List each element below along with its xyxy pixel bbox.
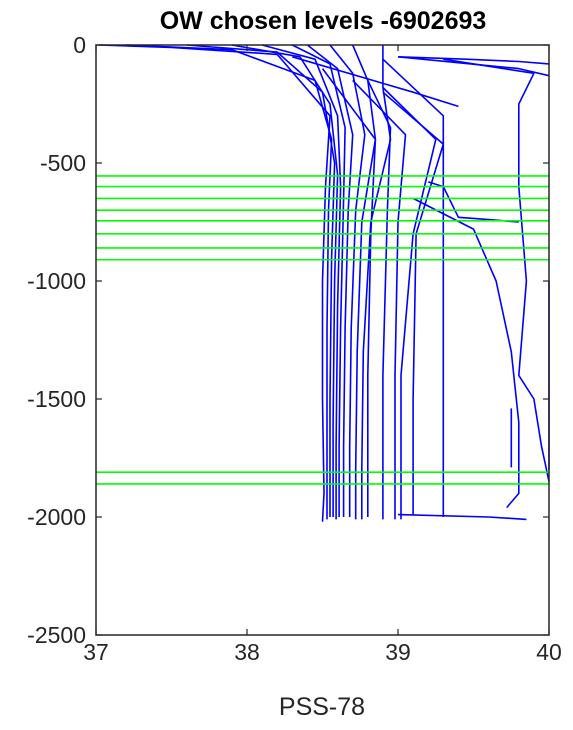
- y-tick-label: 0: [73, 32, 86, 58]
- profile-line-15: [382, 91, 445, 515]
- profile-line-3: [186, 44, 336, 517]
- profile-line-26: [506, 476, 520, 509]
- profile-line-17: [382, 58, 445, 517]
- y-tick-label: -2500: [27, 622, 86, 648]
- x-tick-label: 37: [83, 639, 109, 665]
- profile-line-13: [352, 79, 407, 520]
- profile-line-12: [367, 80, 392, 520]
- profile-line-2: [126, 44, 333, 520]
- chosen-level-lines: [96, 175, 549, 485]
- profile-line-14: [382, 86, 437, 520]
- profile-line-20: [443, 58, 550, 482]
- profile-line-22: [427, 181, 519, 223]
- profile-line-23: [397, 513, 527, 521]
- x-axis-label: PSS-78: [279, 693, 365, 721]
- profile-line-18: [397, 56, 550, 77]
- profile-line-9: [351, 44, 377, 520]
- y-tick-label: -1000: [27, 268, 86, 294]
- profile-line-1: [98, 44, 331, 522]
- x-tick-label: 39: [385, 639, 411, 665]
- y-tick-label: -500: [40, 150, 86, 176]
- y-tick-label: -1500: [27, 386, 86, 412]
- x-tick-label: 40: [536, 639, 562, 665]
- profile-line-16: [292, 56, 459, 108]
- plot-frame: [95, 44, 550, 636]
- x-axis-ticks: 37 38 39 40: [83, 45, 562, 665]
- chart-title: OW chosen levels -6902693: [160, 7, 487, 35]
- profile-line-19: [397, 56, 550, 65]
- profile-line-4: [231, 44, 339, 517]
- x-tick-label: 38: [234, 639, 260, 665]
- profile-lines: [98, 44, 550, 522]
- profile-line-21: [412, 197, 520, 477]
- y-axis-ticks: 0 -500 -1000 -1500 -2000 -2500: [27, 32, 549, 648]
- y-tick-label: -2000: [27, 504, 86, 530]
- profile-line-5: [261, 44, 342, 520]
